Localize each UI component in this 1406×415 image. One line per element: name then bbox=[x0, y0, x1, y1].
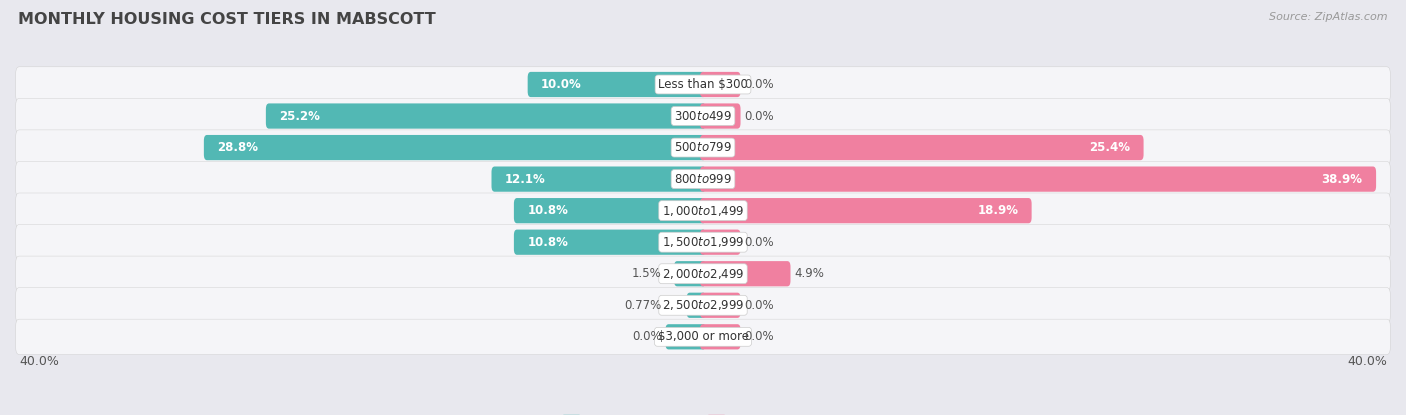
FancyBboxPatch shape bbox=[15, 130, 1391, 165]
FancyBboxPatch shape bbox=[700, 229, 741, 255]
FancyBboxPatch shape bbox=[15, 193, 1391, 228]
FancyBboxPatch shape bbox=[492, 166, 706, 192]
Text: 40.0%: 40.0% bbox=[20, 355, 59, 368]
Text: 10.0%: 10.0% bbox=[541, 78, 582, 91]
FancyBboxPatch shape bbox=[15, 98, 1391, 134]
FancyBboxPatch shape bbox=[700, 324, 741, 349]
FancyBboxPatch shape bbox=[15, 225, 1391, 260]
Text: $800 to $999: $800 to $999 bbox=[673, 173, 733, 186]
Text: 10.8%: 10.8% bbox=[527, 204, 568, 217]
FancyBboxPatch shape bbox=[15, 256, 1391, 291]
FancyBboxPatch shape bbox=[15, 161, 1391, 197]
Text: 0.0%: 0.0% bbox=[744, 236, 773, 249]
FancyBboxPatch shape bbox=[15, 288, 1391, 323]
Text: Source: ZipAtlas.com: Source: ZipAtlas.com bbox=[1270, 12, 1388, 22]
FancyBboxPatch shape bbox=[513, 229, 706, 255]
Text: 0.0%: 0.0% bbox=[744, 299, 773, 312]
Text: 28.8%: 28.8% bbox=[218, 141, 259, 154]
Text: 40.0%: 40.0% bbox=[1347, 355, 1386, 368]
FancyBboxPatch shape bbox=[266, 103, 706, 129]
Text: 25.2%: 25.2% bbox=[280, 110, 321, 122]
Text: 0.0%: 0.0% bbox=[633, 330, 662, 343]
FancyBboxPatch shape bbox=[700, 103, 741, 129]
Text: $2,500 to $2,999: $2,500 to $2,999 bbox=[662, 298, 744, 312]
Text: 0.0%: 0.0% bbox=[744, 330, 773, 343]
Text: 0.77%: 0.77% bbox=[624, 299, 662, 312]
FancyBboxPatch shape bbox=[204, 135, 706, 160]
Text: $500 to $799: $500 to $799 bbox=[673, 141, 733, 154]
Text: 10.8%: 10.8% bbox=[527, 236, 568, 249]
Text: MONTHLY HOUSING COST TIERS IN MABSCOTT: MONTHLY HOUSING COST TIERS IN MABSCOTT bbox=[18, 12, 436, 27]
FancyBboxPatch shape bbox=[15, 319, 1391, 354]
FancyBboxPatch shape bbox=[15, 67, 1391, 102]
Text: 0.0%: 0.0% bbox=[744, 110, 773, 122]
FancyBboxPatch shape bbox=[513, 198, 706, 223]
FancyBboxPatch shape bbox=[700, 261, 790, 286]
Text: 38.9%: 38.9% bbox=[1322, 173, 1362, 186]
Text: $300 to $499: $300 to $499 bbox=[673, 110, 733, 122]
FancyBboxPatch shape bbox=[527, 72, 706, 97]
FancyBboxPatch shape bbox=[686, 293, 706, 318]
FancyBboxPatch shape bbox=[700, 166, 1376, 192]
Text: $2,000 to $2,499: $2,000 to $2,499 bbox=[662, 267, 744, 281]
Text: $1,000 to $1,499: $1,000 to $1,499 bbox=[662, 204, 744, 217]
Text: $3,000 or more: $3,000 or more bbox=[658, 330, 748, 343]
Text: Less than $300: Less than $300 bbox=[658, 78, 748, 91]
Text: $1,500 to $1,999: $1,500 to $1,999 bbox=[662, 235, 744, 249]
Text: 18.9%: 18.9% bbox=[977, 204, 1018, 217]
FancyBboxPatch shape bbox=[700, 72, 741, 97]
Text: 4.9%: 4.9% bbox=[794, 267, 824, 280]
Text: 25.4%: 25.4% bbox=[1090, 141, 1130, 154]
Text: 1.5%: 1.5% bbox=[631, 267, 662, 280]
Text: 0.0%: 0.0% bbox=[744, 78, 773, 91]
Text: 12.1%: 12.1% bbox=[505, 173, 546, 186]
FancyBboxPatch shape bbox=[700, 135, 1143, 160]
FancyBboxPatch shape bbox=[665, 324, 706, 349]
FancyBboxPatch shape bbox=[700, 293, 741, 318]
FancyBboxPatch shape bbox=[673, 261, 706, 286]
FancyBboxPatch shape bbox=[700, 198, 1032, 223]
